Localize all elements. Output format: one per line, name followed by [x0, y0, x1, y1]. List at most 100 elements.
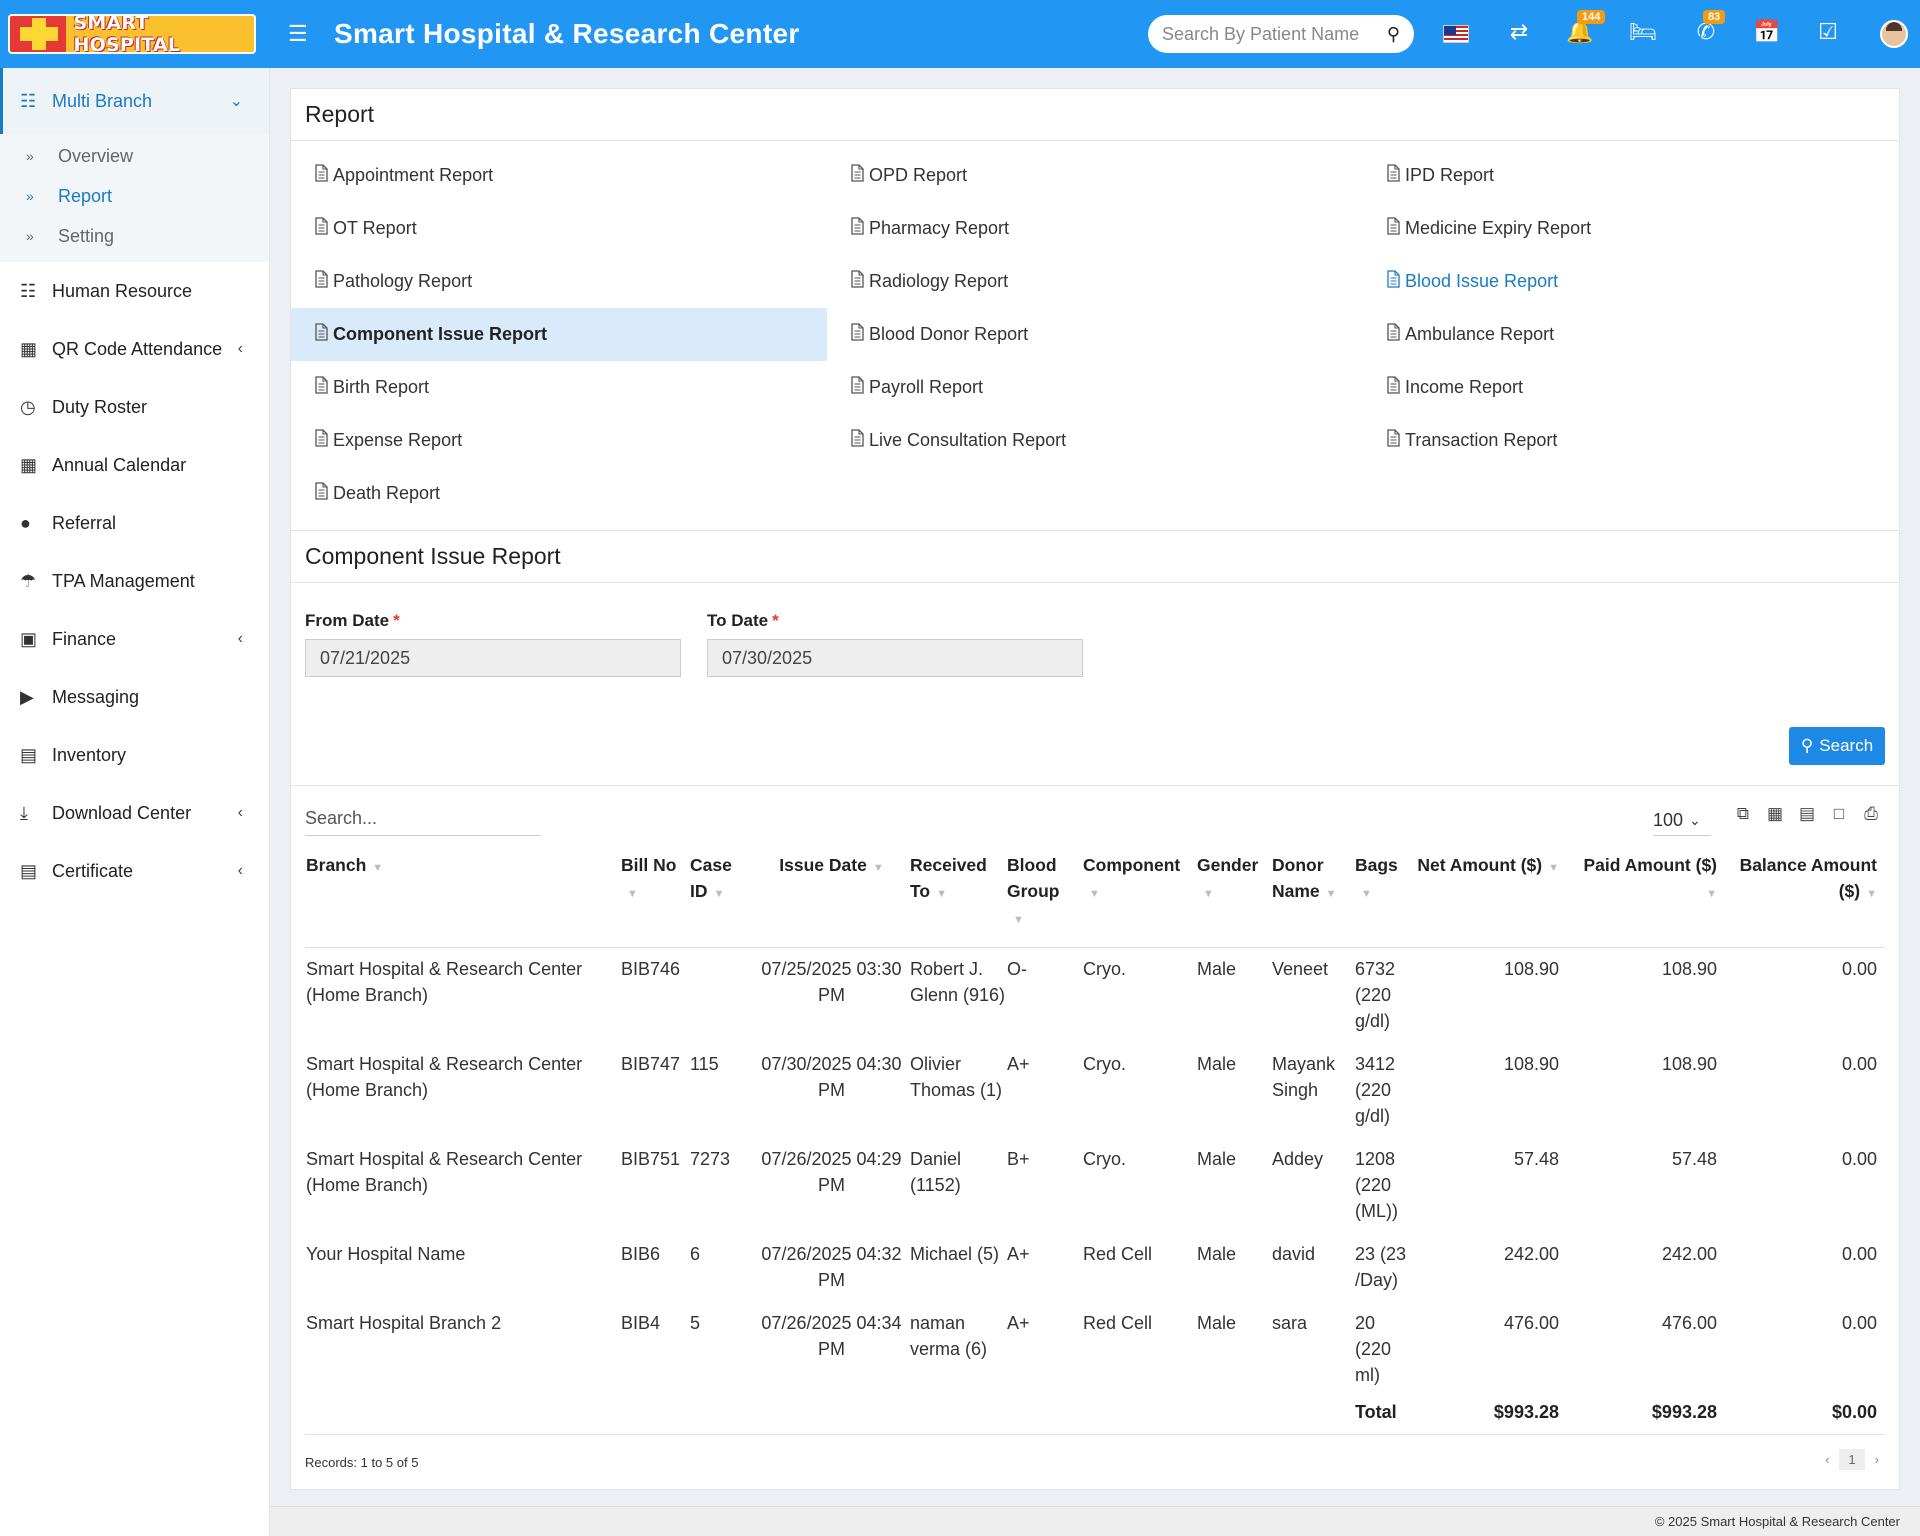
document-icon [311, 322, 333, 347]
report-link-label: Birth Report [333, 377, 430, 397]
report-link-radiology-report[interactable]: Radiology Report [827, 255, 1363, 308]
cell-paid: 108.90 [1661, 1054, 1717, 1074]
report-link-blood-donor-report[interactable]: Blood Donor Report [827, 308, 1363, 361]
report-link-opd-report[interactable]: OPD Report [827, 149, 1363, 202]
col-bags[interactable]: Bags ▼ [1354, 844, 1415, 948]
certificate-icon: ▤ [20, 860, 38, 881]
total-spacer [620, 1397, 689, 1435]
cell-bags: 20 (220 ml) [1355, 1313, 1392, 1385]
to-date-input[interactable]: 07/30/2025 [707, 639, 1083, 677]
report-link-blood-issue-report[interactable]: Blood Issue Report [1363, 255, 1899, 308]
sidebar-item-certificate[interactable]: ▤ Certificate ‹ [0, 842, 269, 900]
report-link-ot-report[interactable]: OT Report [291, 202, 827, 255]
report-link-pharmacy-report[interactable]: Pharmacy Report [827, 202, 1363, 255]
task-check-icon[interactable]: ☑ [1818, 19, 1838, 44]
logo-area[interactable]: SMART HOSPITAL [0, 0, 270, 68]
sidebar-item-finance[interactable]: ▣ Finance ‹ [0, 610, 269, 668]
next-page-icon[interactable]: › [1874, 1452, 1879, 1467]
sidebar-item-multi-branch[interactable]: ☷ Multi Branch ⌄ [0, 68, 269, 134]
calendar-icon[interactable]: 📅 [1753, 19, 1781, 44]
sidebar-item-duty-roster[interactable]: ◷ Duty Roster [0, 378, 269, 436]
bed-icon[interactable]: 🛏 [1629, 19, 1657, 44]
report-link-pathology-report[interactable]: Pathology Report [291, 255, 827, 308]
bell-icon[interactable]: 🔔 144 [1565, 10, 1606, 45]
print-icon[interactable]: ⎙ [1864, 804, 1878, 823]
search-button[interactable]: ⚲ Search [1789, 727, 1885, 765]
sidebar-item-annual-calendar[interactable]: ▦ Annual Calendar [0, 436, 269, 494]
col-gender[interactable]: Gender ▼ [1196, 844, 1271, 948]
col-bags-label: Bags [1355, 855, 1398, 875]
copy-icon[interactable]: ⧉ [1736, 804, 1750, 823]
submenu-item-overview[interactable]: » Overview [0, 136, 269, 176]
report-link-ambulance-report[interactable]: Ambulance Report [1363, 308, 1899, 361]
report-link-appointment-report[interactable]: Appointment Report [291, 149, 827, 202]
chevron-left-icon: ‹ [237, 862, 243, 879]
language-flag-icon[interactable] [1443, 25, 1469, 43]
component-issue-table: Branch ▼ Bill No ▼ Case ID ▼ Issue Date ▼ Re… [305, 844, 1885, 1435]
document-icon [847, 375, 869, 400]
col-received-to[interactable]: Received To ▼ [909, 844, 1006, 948]
col-bill-no[interactable]: Bill No ▼ [620, 844, 689, 948]
submenu-item-report[interactable]: » Report [0, 176, 269, 216]
prev-page-icon[interactable]: ‹ [1825, 1452, 1830, 1467]
report-link-expense-report[interactable]: Expense Report [291, 414, 827, 467]
report-link-birth-report[interactable]: Birth Report [291, 361, 827, 414]
cell-donor: Mayank Singh [1272, 1054, 1336, 1100]
menu-toggle-icon[interactable]: ☰ [288, 21, 308, 46]
cell-bill: BIB746 [621, 959, 681, 979]
cell-paid: 476.00 [1661, 1313, 1717, 1333]
col-blood-group[interactable]: Blood Group ▼ [1006, 844, 1082, 948]
total-spacer [689, 1397, 753, 1435]
report-link-component-issue-report[interactable]: Component Issue Report [291, 308, 827, 361]
col-donor-name[interactable]: Donor Name ▼ [1271, 844, 1354, 948]
col-balance-amount[interactable]: Balance Amount ($) ▼ [1725, 844, 1885, 948]
cell-paid: 242.00 [1661, 1244, 1717, 1264]
col-case-id[interactable]: Case ID ▼ [689, 844, 753, 948]
page-size-select[interactable]: 100 ⌄ [1653, 806, 1711, 836]
col-gender-label: Gender [1197, 855, 1259, 875]
page-number[interactable]: 1 [1839, 1449, 1865, 1470]
whatsapp-icon[interactable]: ✆ 83 [1691, 10, 1726, 45]
excel-icon[interactable]: ▦ [1766, 804, 1784, 823]
col-paid-amount[interactable]: Paid Amount ($) ▼ [1567, 844, 1725, 948]
cell-received: Daniel (1152) [910, 1149, 962, 1195]
sidebar-item-label: TPA Management [52, 570, 195, 591]
patient-search-input[interactable] [1162, 23, 1362, 45]
sidebar-item-messaging[interactable]: ▶ Messaging [0, 668, 269, 726]
search-icon[interactable]: ⚲ [1386, 23, 1400, 44]
report-link-death-report[interactable]: Death Report [291, 467, 827, 520]
cell-bags: 23 (23 /Day) [1355, 1244, 1407, 1290]
sidebar-item-download-center[interactable]: ⤓ Download Center ‹ [0, 784, 269, 842]
report-link-ipd-report[interactable]: IPD Report [1363, 149, 1899, 202]
logo[interactable]: SMART HOSPITAL [8, 14, 256, 54]
col-component[interactable]: Component ▼ [1082, 844, 1196, 948]
patient-search-box[interactable]: ⚲ [1148, 15, 1414, 53]
sidebar-item-referral[interactable]: ● Referral [0, 494, 269, 552]
report-link-medicine-expiry-report[interactable]: Medicine Expiry Report [1363, 202, 1899, 255]
cell-blood: A+ [1007, 1244, 1030, 1264]
pdf-icon[interactable]: □ [1833, 804, 1845, 823]
user-avatar[interactable] [1880, 20, 1908, 48]
col-issue-date[interactable]: Issue Date ▼ [753, 844, 909, 948]
sidebar-item-inventory[interactable]: ▤ Inventory [0, 726, 269, 784]
sidebar-item-human-resource[interactable]: ☷ Human Resource [0, 262, 269, 320]
submenu-item-setting[interactable]: » Setting [0, 216, 269, 256]
document-icon [847, 163, 869, 188]
cell-component: Red Cell [1083, 1244, 1153, 1264]
report-link-payroll-report[interactable]: Payroll Report [827, 361, 1363, 414]
col-net-amount[interactable]: Net Amount ($) ▼ [1415, 844, 1567, 948]
from-date-input[interactable]: 07/21/2025 [305, 639, 681, 677]
bullhorn-icon: ▶ [20, 686, 34, 707]
csv-icon[interactable]: ▤ [1798, 804, 1816, 823]
switch-branch-icon[interactable]: ⇄ [1509, 19, 1529, 44]
report-link-live-consultation-report[interactable]: Live Consultation Report [827, 414, 1363, 467]
report-link-transaction-report[interactable]: Transaction Report [1363, 414, 1899, 467]
cell-net: 108.90 [1503, 959, 1559, 979]
sidebar-item-qr-code-attendance[interactable]: ▦ QR Code Attendance ‹ [0, 320, 269, 378]
total-spacer [1196, 1397, 1271, 1435]
report-link-income-report[interactable]: Income Report [1363, 361, 1899, 414]
col-branch[interactable]: Branch ▼ [305, 844, 620, 948]
cell-paid: 57.48 [1671, 1149, 1717, 1169]
table-search-input[interactable]: Search... [305, 802, 541, 836]
sidebar-item-tpa-management[interactable]: ☂ TPA Management [0, 552, 269, 610]
